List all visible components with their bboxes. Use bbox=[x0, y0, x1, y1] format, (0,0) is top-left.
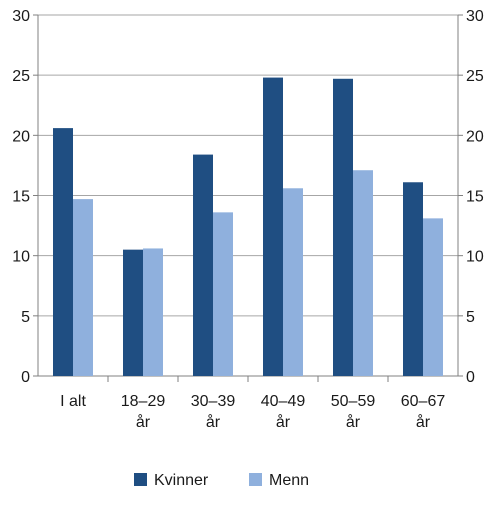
bar-menn-2 bbox=[213, 212, 233, 376]
bar-menn-5 bbox=[423, 218, 443, 376]
x-category-label: I alt bbox=[60, 393, 86, 410]
y-tick-label-right: 15 bbox=[466, 189, 484, 206]
y-tick-label-left: 30 bbox=[12, 8, 30, 25]
bar-menn-0 bbox=[73, 199, 93, 376]
bar-menn-3 bbox=[283, 188, 303, 376]
y-tick-label-right: 25 bbox=[466, 68, 484, 85]
x-category-label: 30–39 bbox=[191, 393, 236, 410]
y-tick-label-right: 0 bbox=[466, 369, 475, 386]
y-tick-label-left: 0 bbox=[21, 369, 30, 386]
bar-menn-1 bbox=[143, 248, 163, 376]
bar-menn-4 bbox=[353, 170, 373, 376]
bar-kvinner-2 bbox=[193, 154, 213, 376]
x-category-label: år bbox=[346, 413, 361, 431]
y-tick-label-left: 25 bbox=[12, 68, 30, 85]
bar-kvinner-4 bbox=[333, 78, 353, 376]
x-category-label: 18–29 bbox=[121, 393, 166, 410]
y-tick-label-left: 15 bbox=[12, 189, 30, 206]
y-tick-label-right: 5 bbox=[466, 309, 475, 326]
bar-kvinner-5 bbox=[403, 182, 423, 376]
x-category-label: 50–59 bbox=[331, 393, 376, 410]
x-category-label: år bbox=[136, 413, 151, 431]
y-tick-label-right: 20 bbox=[466, 128, 484, 145]
x-category-label: år bbox=[416, 413, 431, 431]
y-tick-label-left: 20 bbox=[12, 128, 30, 145]
x-category-label: 60–67 bbox=[401, 393, 446, 410]
x-category-label: 40–49 bbox=[261, 393, 306, 410]
y-tick-label-left: 10 bbox=[12, 249, 30, 266]
bar-kvinner-0 bbox=[53, 128, 73, 376]
y-tick-label-right: 10 bbox=[466, 249, 484, 266]
legend-label-menn: Menn bbox=[269, 472, 309, 489]
legend-swatch-menn bbox=[249, 473, 262, 486]
legend-swatch-kvinner bbox=[134, 473, 147, 486]
legend-label-kvinner: Kvinner bbox=[154, 472, 209, 489]
bar-kvinner-1 bbox=[123, 249, 143, 376]
x-category-label: år bbox=[276, 413, 291, 431]
y-tick-label-right: 30 bbox=[466, 8, 484, 25]
y-tick-label-left: 5 bbox=[21, 309, 30, 326]
bar-kvinner-3 bbox=[263, 77, 283, 376]
x-category-label: år bbox=[206, 413, 221, 431]
